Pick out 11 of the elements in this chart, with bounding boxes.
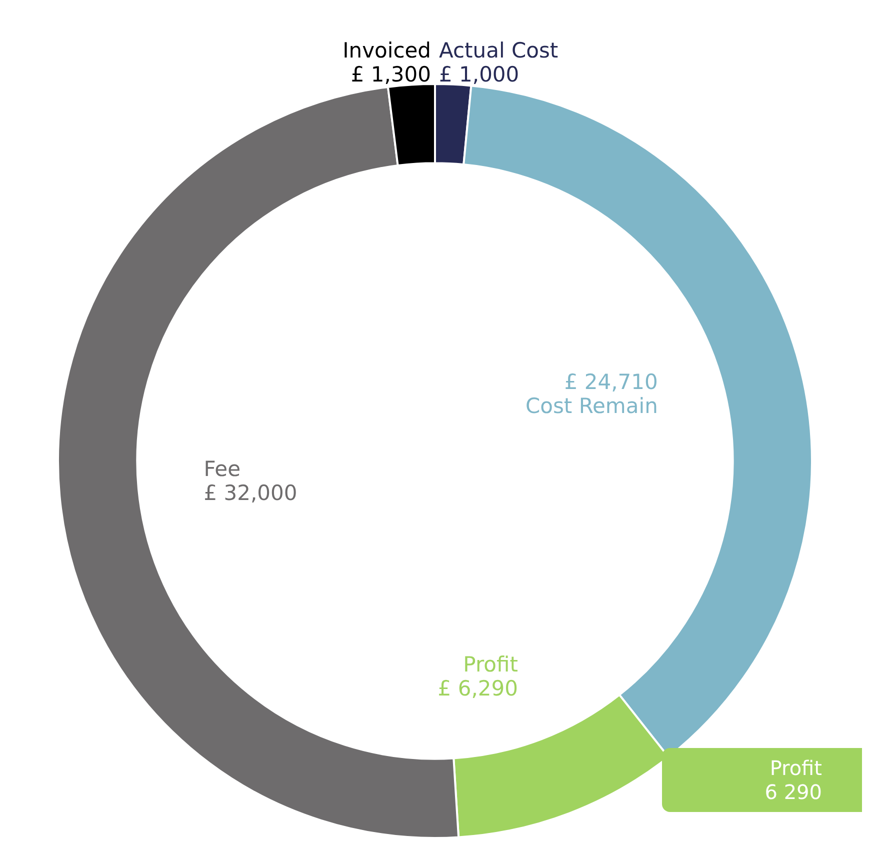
text: Profit 6 290 xyxy=(662,748,862,812)
slice-label: Cost Remain xyxy=(525,394,658,418)
data-label: £ 1,300 xyxy=(350,62,431,86)
slice-label: Profit xyxy=(463,652,518,676)
slice-label: Fee xyxy=(204,457,240,482)
data-label: £ 1,000 xyxy=(439,62,520,86)
slice-label: Actual Cost xyxy=(439,38,558,62)
data-label: £ 32,000 xyxy=(204,481,298,506)
slice-label: Invoiced xyxy=(342,38,431,62)
data-label: £ 24,710 xyxy=(564,370,658,394)
data-label: £ 6,290 xyxy=(438,676,518,700)
